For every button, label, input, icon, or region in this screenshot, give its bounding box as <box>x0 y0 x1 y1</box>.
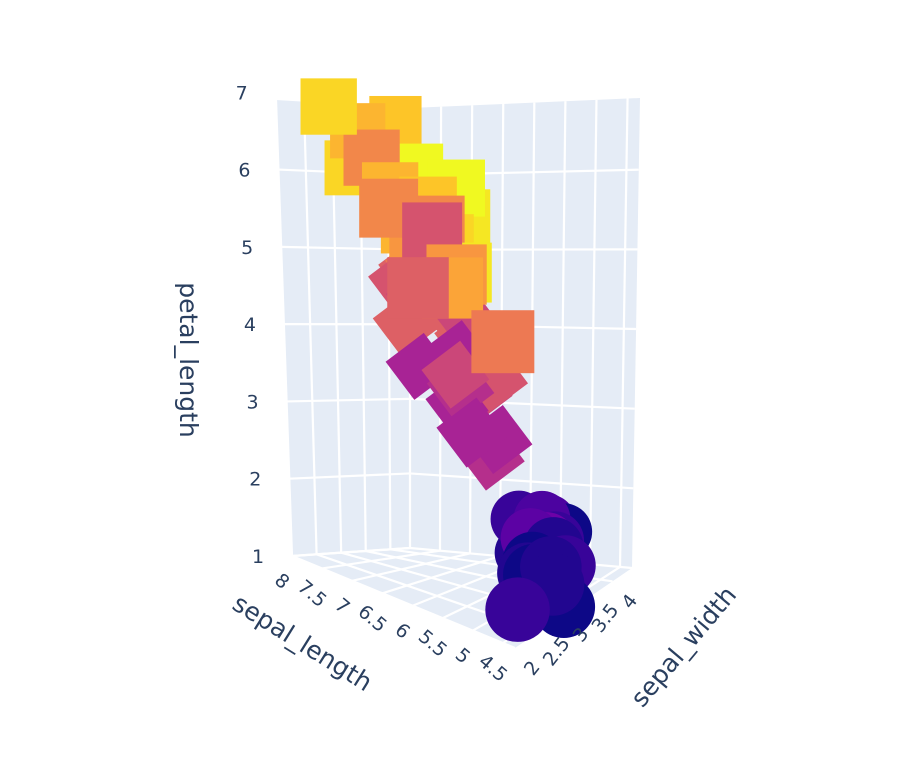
marker-circle <box>485 577 550 642</box>
z-tick-label: 6 <box>238 160 250 182</box>
marker-square <box>387 257 449 319</box>
y-tick-label: 4 <box>617 590 642 613</box>
x-axis-title: sepal_length <box>228 588 378 697</box>
x-tick-label: 6.5 <box>354 601 391 637</box>
z-tick-label: 3 <box>247 391 259 413</box>
z-tick-label: 1 <box>252 546 264 568</box>
z-tick-label: 2 <box>249 469 261 491</box>
z-axis-title: petal_length <box>174 282 203 438</box>
x-tick-label: 7 <box>330 594 353 619</box>
y-tick-label: 2.5 <box>539 633 575 670</box>
x-tick-label: 7.5 <box>293 576 330 612</box>
marker-square <box>301 78 357 134</box>
marker-square <box>471 310 534 373</box>
z-tick-label: 5 <box>241 237 253 259</box>
x-tick-label: 8 <box>270 569 293 594</box>
y-axis-title: sepal_width <box>625 581 742 713</box>
z-tick-label: 7 <box>236 82 248 104</box>
x-tick-label: 5.5 <box>414 625 451 661</box>
x-tick-label: 4.5 <box>474 650 511 686</box>
z-tick-label: 4 <box>244 314 256 336</box>
x-tick-label: 5 <box>451 644 474 669</box>
x-tick-label: 6 <box>391 619 414 644</box>
y-tick-label: 2 <box>520 657 545 680</box>
